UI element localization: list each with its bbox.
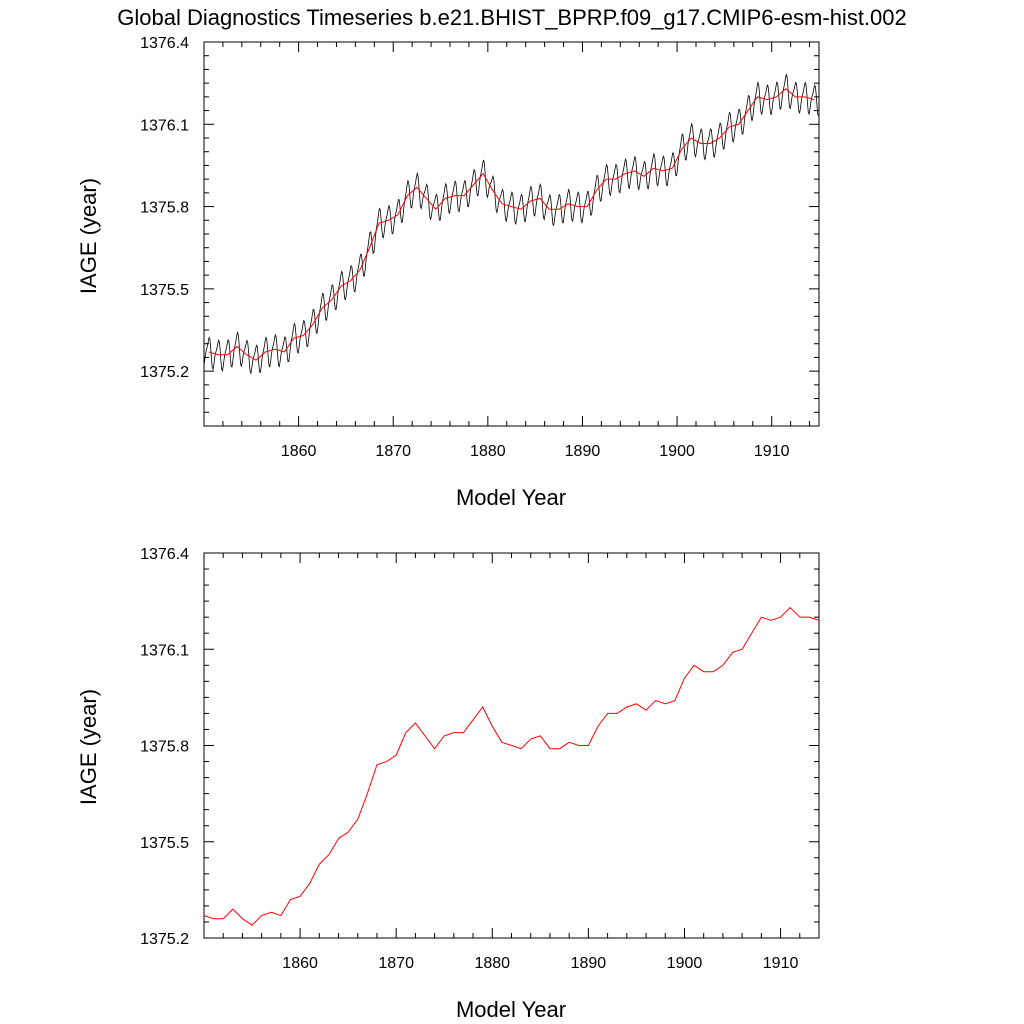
x-tick-label: 1900 (667, 955, 703, 972)
y-tick-label: 1375.8 (140, 200, 189, 217)
x-tick-label: 1900 (659, 443, 695, 460)
annual-mean-series-line (208, 87, 815, 361)
x-tick-label: 1860 (281, 443, 317, 460)
bottom-y-ticks (204, 552, 819, 939)
top-y-tick-labels: 1375.2 1375.5 1375.8 1376.1 1376.4 (140, 35, 189, 381)
bottom-x-axis-label: Model Year (456, 997, 566, 1022)
x-tick-label: 1870 (378, 955, 414, 972)
bottom-panel: 1860 1870 1880 1890 1900 1910 1375.21375.5137… (76, 546, 820, 1022)
y-tick-label: 1376.1 (140, 642, 189, 659)
y-tick-label: 1375.8 (140, 739, 189, 756)
x-tick-label: 1870 (375, 443, 411, 460)
top-x-ticks (203, 42, 811, 426)
top-x-tick-labels: 1860 1870 1880 1890 1900 1910 (281, 443, 790, 460)
y-tick-label: 1376.4 (140, 35, 189, 52)
x-tick-label: 1890 (571, 955, 607, 972)
top-series-group (204, 73, 819, 375)
bottom-x-tick-labels: 1860 1870 1880 1890 1900 1910 (282, 955, 798, 972)
top-y-ticks (204, 41, 819, 427)
bottom-series-group (204, 606, 819, 926)
annual-mean-series-line (204, 606, 819, 926)
bottom-y-tick-labels: 1375.2 1375.5 1375.8 1376.1 1376.4 (140, 546, 189, 948)
bottom-y-axis-label: IAGE (year) (76, 689, 101, 805)
monthly-series-line (204, 73, 819, 375)
y-tick-label: 1376.4 (140, 546, 189, 563)
y-tick-label: 1375.5 (140, 282, 189, 299)
y-tick-label: 1375.2 (140, 931, 189, 948)
top-panel: 1860 1870 1880 1890 1900 1910 1375.21375.5137… (76, 35, 820, 510)
top-x-axis-label: Model Year (456, 485, 566, 510)
x-tick-label: 1880 (474, 955, 510, 972)
x-tick-label: 1860 (282, 955, 318, 972)
y-tick-label: 1375.2 (140, 364, 189, 381)
x-tick-label: 1880 (470, 443, 506, 460)
top-y-axis-label: IAGE (year) (76, 178, 101, 294)
x-tick-label: 1910 (763, 955, 799, 972)
x-tick-label: 1910 (754, 443, 790, 460)
top-plot-frame (203, 41, 820, 427)
y-tick-label: 1376.1 (140, 117, 189, 134)
x-tick-label: 1890 (565, 443, 601, 460)
bottom-x-ticks (203, 553, 820, 938)
figure-title: Global Diagnostics Timeseries b.e21.BHIS… (117, 5, 907, 30)
y-tick-label: 1375.5 (140, 835, 189, 852)
